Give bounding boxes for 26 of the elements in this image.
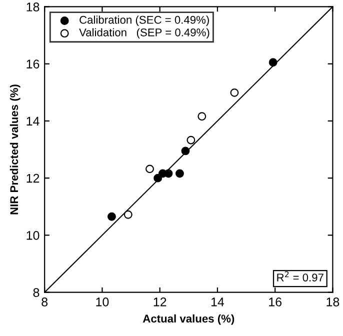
annotation: R$^{2}$ = 0.97 [277,271,324,282]
x-tick-label: 12 [154,298,166,306]
point [198,112,206,121]
point [175,169,184,178]
x-tick-label: 10 [96,298,109,306]
point [268,58,278,67]
y-tick-label: 14 [26,116,40,126]
y-tick-label: 8 [33,288,40,297]
point [186,136,196,144]
legend-label: Calibration (SEC = 0.49%) [80,16,209,26]
y-tick-label: 18 [26,2,40,12]
point [230,88,239,97]
point [181,146,190,156]
point [146,164,154,174]
x-tick-label: 18 [326,298,340,306]
point [124,210,132,219]
y-tick-label: 16 [26,60,40,68]
x-axis-title: Actual values (%) [142,314,234,325]
y-tick-label: 12 [26,174,40,183]
point [107,212,116,221]
legend-label: Validation (SEP = 0.49%) [79,28,210,39]
x-tick-label: 8 [42,298,48,306]
x-tick-label: 16 [269,298,282,306]
y-axis-title: NIR Predicted values (%) [10,84,20,214]
x-tick-label: 14 [211,298,224,306]
y-tick-label: 10 [26,231,40,240]
